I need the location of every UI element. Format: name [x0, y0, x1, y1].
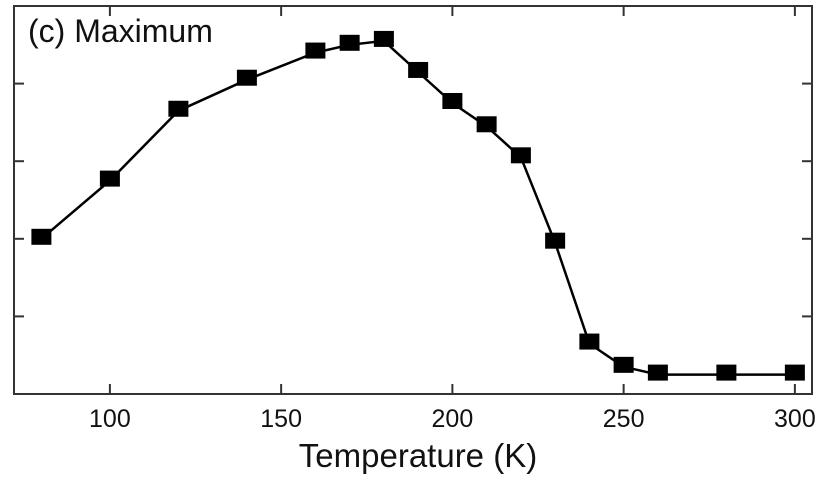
data-point-80 [31, 228, 52, 245]
x-axis-ticks [108, 6, 796, 394]
x-tick-label-200: 200 [432, 405, 474, 433]
data-point-260 [647, 364, 668, 381]
x-tick-label-300: 300 [774, 405, 816, 433]
data-point-170 [339, 34, 360, 51]
x-axis-tick-labels: 100 150 200 250 300 [89, 405, 816, 433]
y-axis-ticks [14, 82, 812, 318]
data-point-230 [545, 232, 566, 249]
data-point-190 [408, 61, 429, 78]
data-point-200 [442, 93, 463, 109]
data-point-140 [236, 69, 257, 86]
x-tick-label-100: 100 [89, 405, 131, 433]
data-markers [31, 30, 805, 381]
x-axis-title: Temperature (K) [299, 437, 537, 474]
data-point-280 [716, 364, 737, 381]
data-point-240 [579, 333, 600, 350]
data-point-100 [99, 170, 120, 187]
chart-title: (c) Maximum [28, 13, 213, 49]
data-point-160 [305, 42, 326, 59]
x-tick-label-250: 250 [603, 405, 645, 433]
data-point-180 [373, 30, 394, 47]
data-point-300 [784, 364, 805, 381]
plot-frame [13, 5, 813, 395]
data-point-210 [476, 116, 497, 133]
data-point-120 [168, 100, 189, 117]
x-tick-label-150: 150 [260, 405, 302, 433]
data-point-220 [510, 147, 531, 164]
data-point-250 [613, 356, 634, 373]
series-line [40, 39, 795, 376]
